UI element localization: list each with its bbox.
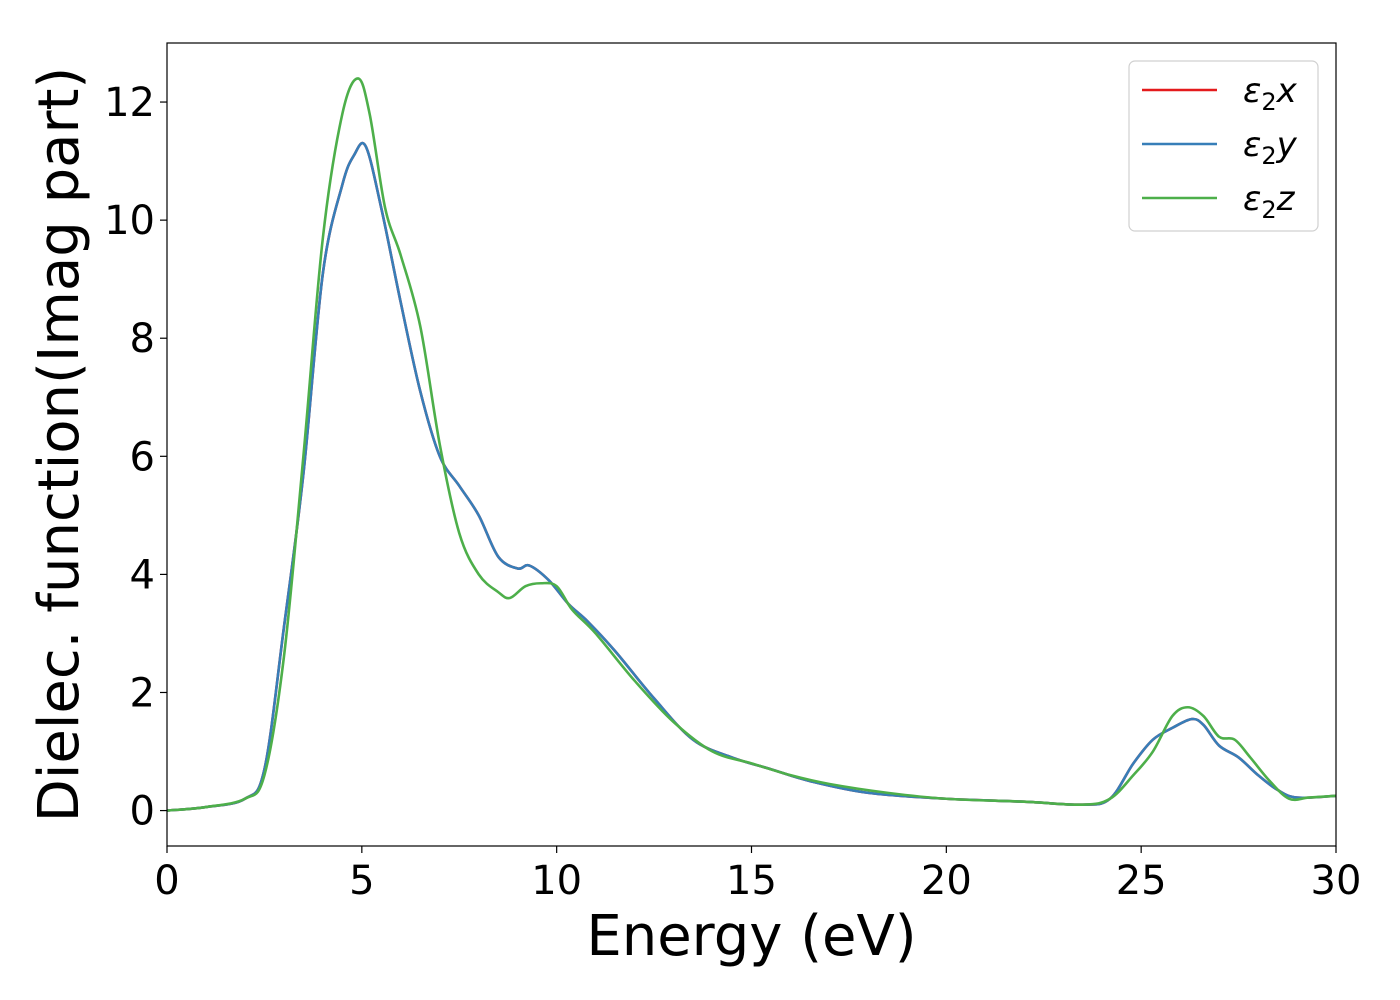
x-tick-label: 5 (349, 858, 374, 904)
series-layer (167, 77, 1336, 812)
legend-label: ε2x (1243, 71, 1298, 116)
y-tick-label: 4 (130, 552, 155, 598)
series-line-x (167, 141, 1336, 812)
x-tick-label: 30 (1311, 858, 1362, 904)
x-tick-label: 25 (1116, 858, 1167, 904)
series-line-y (167, 141, 1336, 812)
y-tick-label: 6 (130, 434, 155, 480)
legend-box (1128, 60, 1319, 232)
x-tick-label: 15 (726, 858, 777, 904)
legend-entry-z: ε2z (1142, 179, 1296, 224)
x-tick-label: 0 (154, 858, 179, 904)
y-tick-label: 10 (104, 198, 155, 244)
legend: ε2x ε2y ε2z (1128, 60, 1319, 232)
y-axis: 0 2 4 6 8 10 12 (104, 80, 167, 835)
legend-label: ε2y (1243, 125, 1298, 170)
legend-label: ε2z (1243, 179, 1296, 224)
legend-entry-x: ε2x (1142, 71, 1298, 116)
y-tick-label: 0 (130, 789, 155, 835)
x-axis: 0 5 10 15 20 25 30 (154, 846, 1361, 904)
x-axis-title: Energy (eV) (586, 904, 916, 969)
y-tick-label: 2 (130, 670, 155, 716)
y-tick-label: 12 (104, 80, 155, 126)
x-tick-label: 20 (921, 858, 972, 904)
y-axis-title: Dielec. function(Imag part) (27, 67, 92, 823)
x-tick-label: 10 (531, 858, 582, 904)
legend-entry-y: ε2y (1142, 125, 1298, 170)
series-line-z (167, 77, 1336, 812)
y-tick-label: 8 (130, 316, 155, 362)
